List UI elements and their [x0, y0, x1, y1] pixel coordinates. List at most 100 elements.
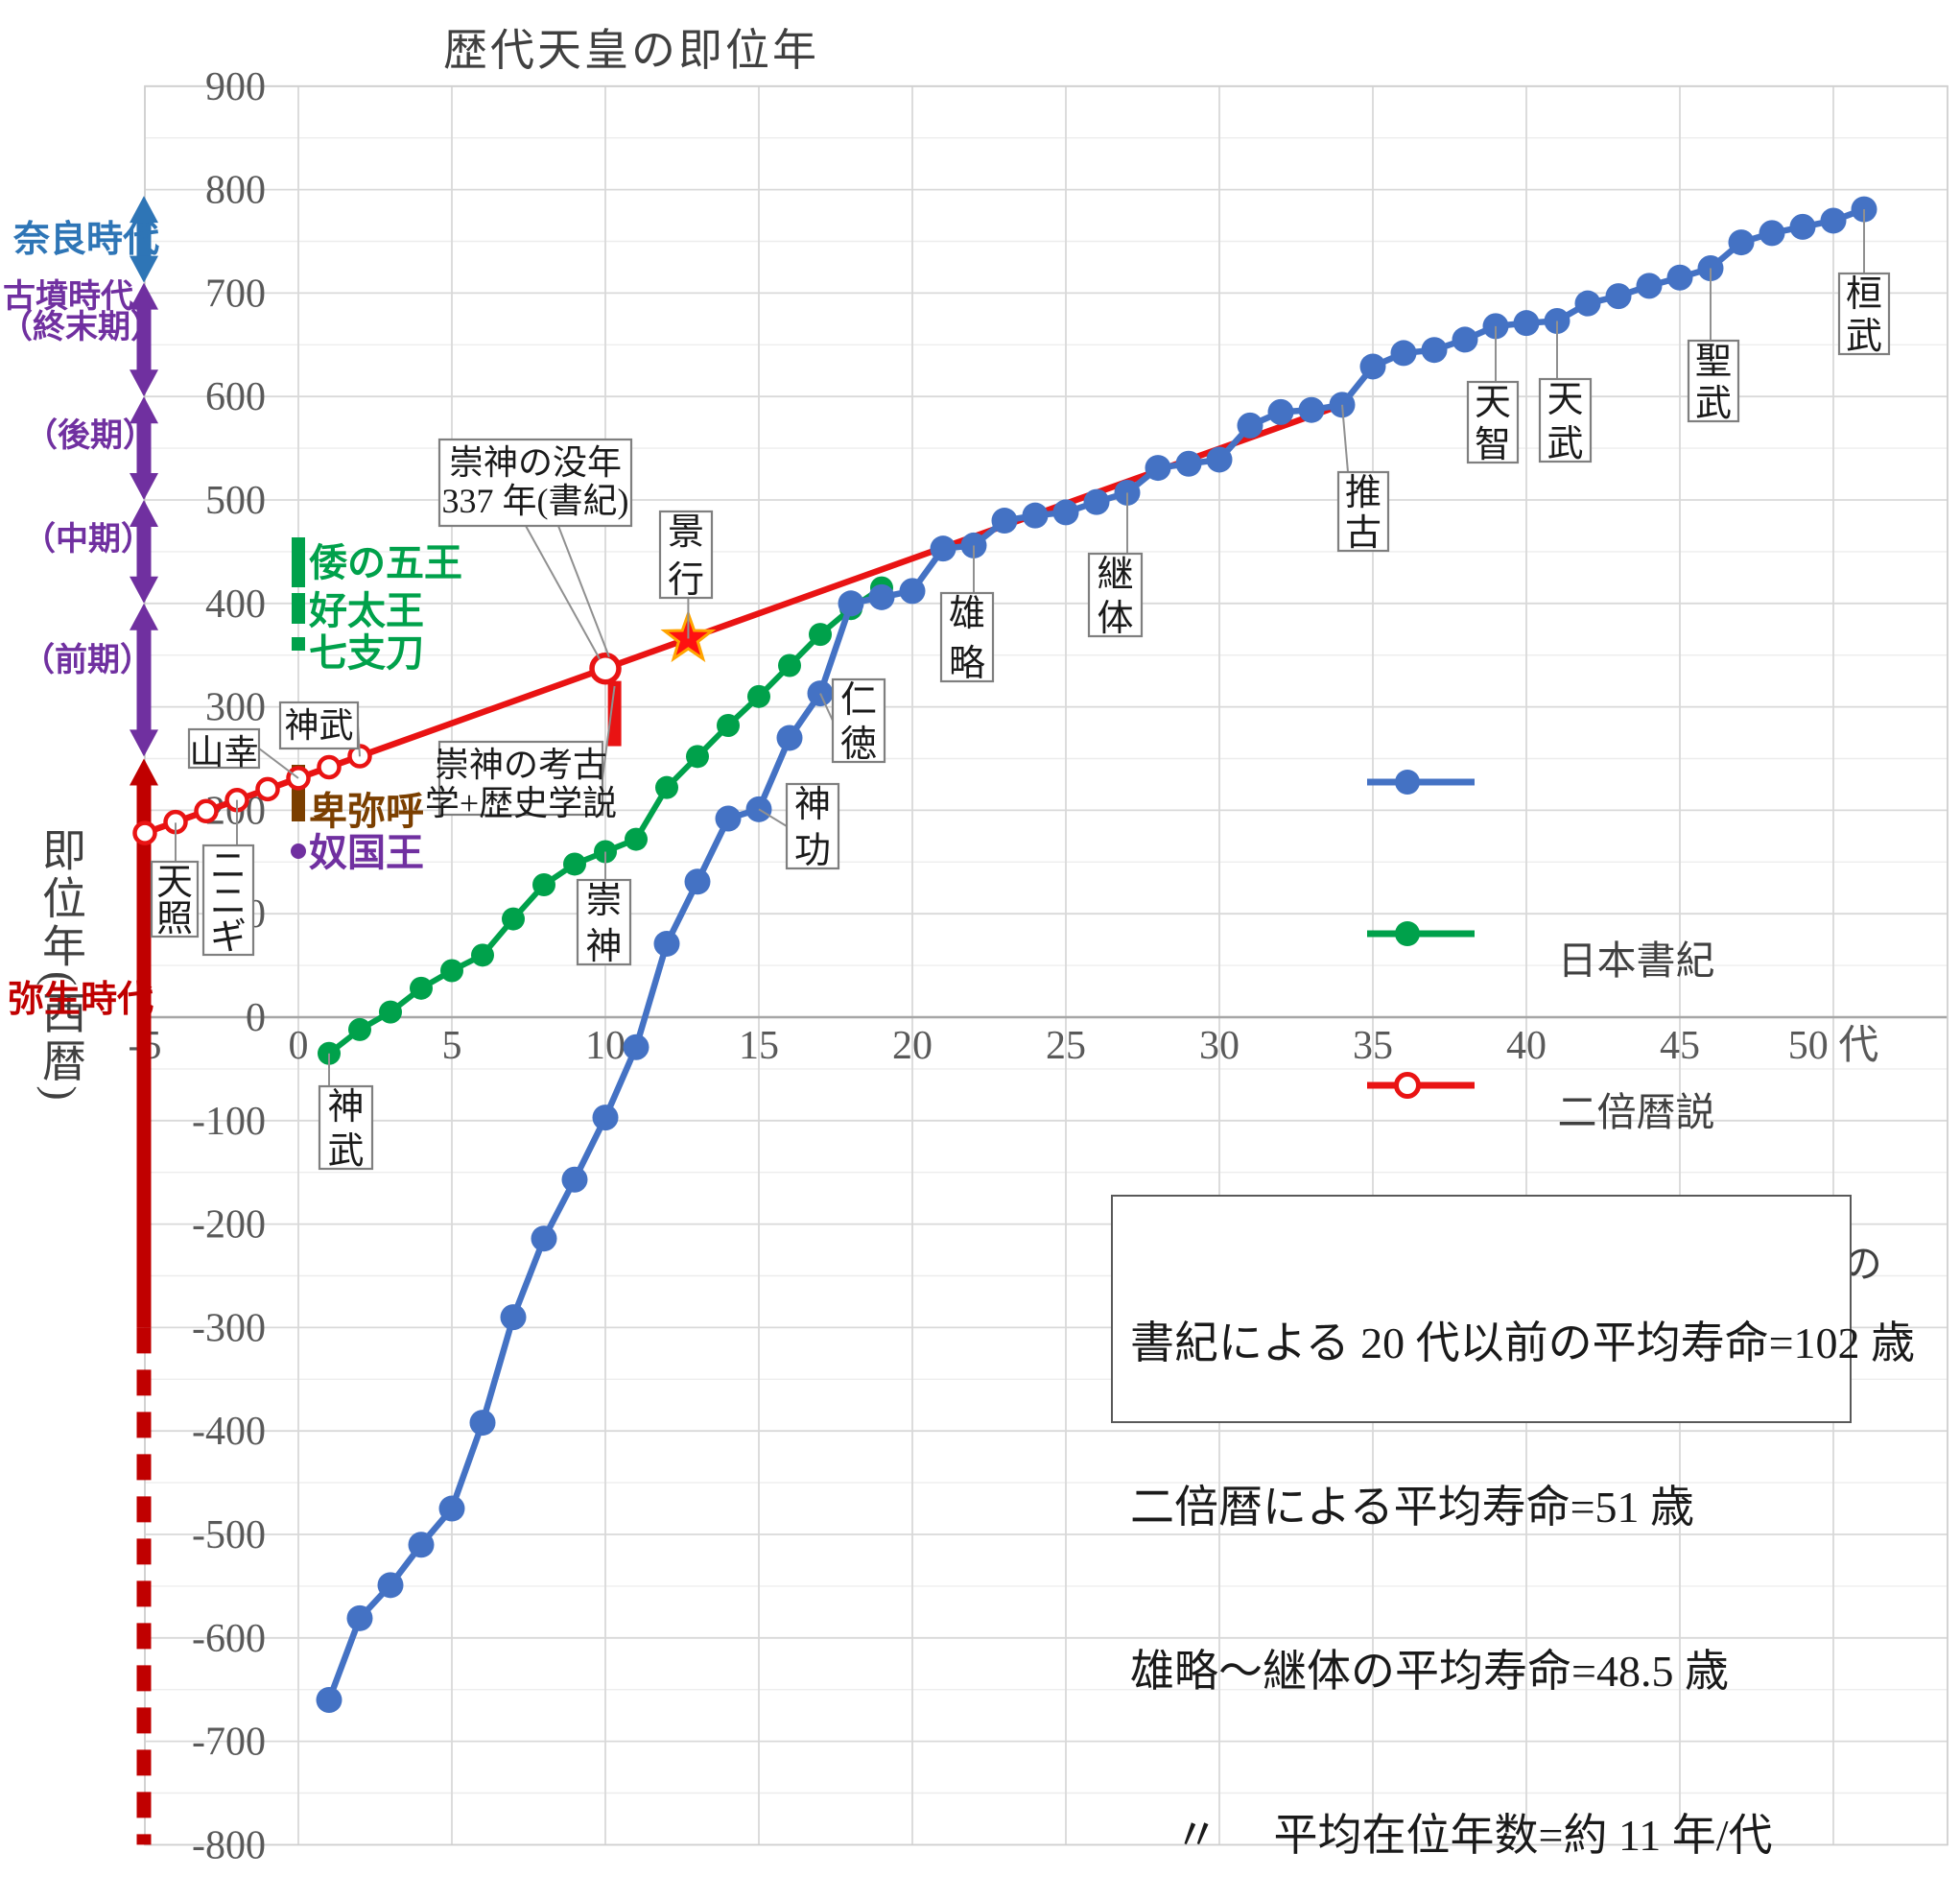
legend-label: 二倍暦説	[1557, 1090, 1715, 1134]
stats-line: 雄略～継体の平均寿命=48.5 歳	[1130, 1647, 1729, 1696]
x-tick-label: 5	[442, 1024, 462, 1068]
nihonshoki-point	[316, 1686, 342, 1713]
nibaireki-point	[778, 653, 801, 677]
nibaireki-point	[379, 1000, 402, 1024]
sujin-archaeology-bar	[607, 680, 622, 747]
nihonshoki-point	[1636, 273, 1663, 299]
event-bar	[292, 637, 305, 651]
annotation-label: 天武	[1547, 380, 1583, 464]
nihonshoki-point	[438, 1495, 465, 1522]
series-approx-line	[132, 401, 1344, 845]
annotation-label: 神武	[284, 706, 353, 745]
event-label: 好太王	[308, 589, 424, 632]
stats-line: 二倍暦による平均寿命=51 歳	[1130, 1483, 1695, 1532]
annotation-label: 天智	[1475, 383, 1511, 465]
y-tick-label: -600	[192, 1617, 266, 1661]
annotation-label: 天照	[156, 863, 193, 939]
chart-title: 歴代天皇の即位年	[443, 26, 819, 75]
y-tick-label: 0	[246, 996, 266, 1040]
annotation-label: 山幸	[189, 733, 258, 772]
nihonshoki-point	[715, 805, 742, 832]
y-tick-label: -700	[192, 1721, 266, 1765]
nihonshoki-point	[1513, 310, 1540, 337]
nihonshoki-point	[1666, 264, 1693, 291]
annotation-label: ニニギ	[210, 846, 247, 958]
nibaireki-point	[532, 873, 555, 897]
annotation-label: 聖武	[1695, 342, 1732, 424]
y-tick-label: -400	[192, 1410, 266, 1454]
nibaireki-point	[686, 745, 709, 769]
annotation-label: 仁徳	[840, 680, 877, 765]
era-arrows	[130, 196, 158, 1845]
nihonshoki-point	[1759, 220, 1785, 247]
nihonshoki-point	[1390, 340, 1417, 367]
nihonshoki-point	[469, 1410, 496, 1437]
nihonshoki-point	[1145, 455, 1171, 482]
annotation-label: 神功	[794, 785, 831, 871]
y-tick-label: 700	[205, 272, 266, 316]
legend-line-blue-icon	[1367, 778, 1475, 786]
event-bar	[292, 593, 305, 624]
nibaireki-point	[625, 827, 648, 851]
y-tick-label: -100	[192, 1100, 266, 1144]
nihonshoki-point	[623, 1034, 649, 1060]
nihonshoki-point	[868, 583, 895, 610]
nibaireki-point	[563, 852, 586, 876]
x-tick-label: 25	[1046, 1024, 1086, 1068]
nihonshoki-point	[377, 1572, 404, 1599]
y-tick-label: 900	[205, 65, 266, 109]
y-tick-label: 400	[205, 582, 266, 627]
event-dot	[291, 843, 306, 859]
nibaireki-point	[471, 943, 494, 967]
event-label: 奴国王	[309, 831, 424, 874]
legend-item-nibaireki: 二倍暦説	[1367, 904, 1904, 1134]
y-tick-label: 800	[205, 169, 266, 213]
annotation-label: 桓武	[1846, 274, 1882, 357]
y-tick-label: 500	[205, 479, 266, 523]
x-tick-label: 15	[739, 1024, 779, 1068]
nibaireki-point	[717, 714, 740, 738]
annotations: 崇神の没年 337 年(書紀)景行崇神神功仁徳雄略継体推古天智天武聖武桓武神武神武…	[150, 209, 1891, 1172]
era-label: （中期）	[23, 521, 153, 558]
y-tick-label: 300	[205, 686, 266, 730]
nihonshoki-point	[1574, 290, 1601, 317]
event-bar	[292, 537, 305, 587]
annotation-label: 雄略	[949, 594, 985, 684]
nibaireki-point	[809, 623, 832, 647]
event-label: 卑弥呼	[309, 790, 424, 833]
nihonshoki-point	[776, 725, 803, 751]
era-label: 弥生時代	[8, 980, 154, 1020]
era-label: 古墳時代	[3, 278, 133, 315]
legend-marker-blue-icon	[1395, 770, 1420, 795]
nihonshoki-point	[1359, 353, 1386, 380]
nibaireki-point	[440, 959, 463, 983]
y-tick-label: -800	[192, 1823, 266, 1867]
nihonshoki-point	[1206, 446, 1233, 473]
era-label: 奈良時代	[13, 220, 160, 260]
nibaireki-point	[410, 976, 433, 1000]
axis-tick-labels: -505101520253035404550 代9008007006005004…	[129, 65, 1879, 1868]
x-tick-label: 45	[1660, 1024, 1700, 1068]
nihonshoki-point	[991, 508, 1018, 535]
annotation-label: 推古	[1345, 473, 1381, 554]
nihonshoki-point	[1298, 396, 1325, 423]
nihonshoki-point	[1452, 326, 1478, 353]
stats-line: 書紀による 20 代以前の平均寿命=102 歳	[1130, 1319, 1916, 1367]
nihonshoki-point	[1820, 207, 1847, 234]
nihonshoki-point	[899, 578, 926, 605]
nihonshoki-point	[1605, 283, 1632, 310]
legend-line-red-icon	[1367, 1081, 1475, 1089]
sujin-death-year-marker	[589, 652, 622, 685]
x-tick-label: 10	[585, 1024, 626, 1068]
annotation-label: 崇神の没年 337 年(書紀)	[442, 443, 629, 520]
stats-box: 書紀による 20 代以前の平均寿命=102 歳 二倍暦による平均寿命=51 歳 …	[1111, 1195, 1916, 1860]
nihonshoki-point	[408, 1532, 435, 1558]
x-tick-label: 30	[1199, 1024, 1240, 1068]
annotation-label: 継体	[1097, 555, 1133, 639]
nihonshoki-point	[1789, 213, 1816, 240]
nihonshoki-point	[531, 1225, 557, 1252]
era-label: （終末期）	[0, 309, 163, 345]
series-nihonshoki	[316, 196, 1877, 1713]
